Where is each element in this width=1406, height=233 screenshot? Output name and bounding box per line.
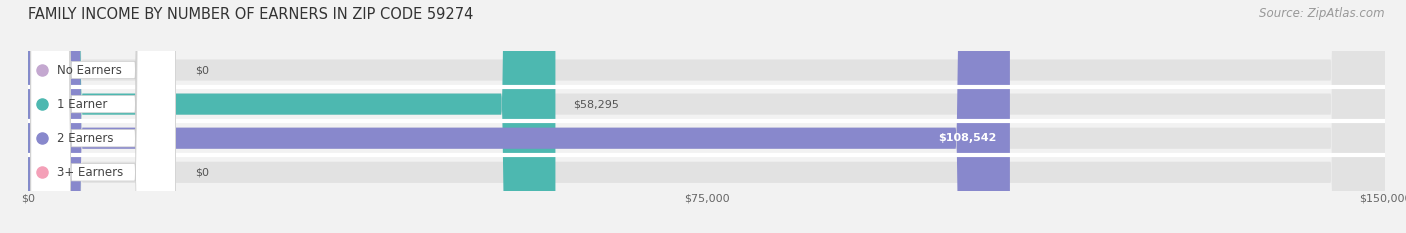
Text: Source: ZipAtlas.com: Source: ZipAtlas.com [1260,7,1385,20]
Text: FAMILY INCOME BY NUMBER OF EARNERS IN ZIP CODE 59274: FAMILY INCOME BY NUMBER OF EARNERS IN ZI… [28,7,474,22]
Text: 1 Earner: 1 Earner [58,98,107,111]
Text: $58,295: $58,295 [574,99,620,109]
FancyBboxPatch shape [28,0,1010,233]
Text: $0: $0 [195,167,209,177]
Text: No Earners: No Earners [58,64,122,76]
FancyBboxPatch shape [28,0,1385,233]
Text: 3+ Earners: 3+ Earners [58,166,124,179]
Text: $108,542: $108,542 [938,133,997,143]
FancyBboxPatch shape [31,0,176,233]
FancyBboxPatch shape [31,0,176,233]
FancyBboxPatch shape [28,0,555,233]
Text: 2 Earners: 2 Earners [58,132,114,145]
FancyBboxPatch shape [31,0,176,233]
Text: $0: $0 [195,65,209,75]
FancyBboxPatch shape [31,0,176,233]
FancyBboxPatch shape [28,0,1385,233]
FancyBboxPatch shape [28,0,1385,233]
FancyBboxPatch shape [28,0,1385,233]
